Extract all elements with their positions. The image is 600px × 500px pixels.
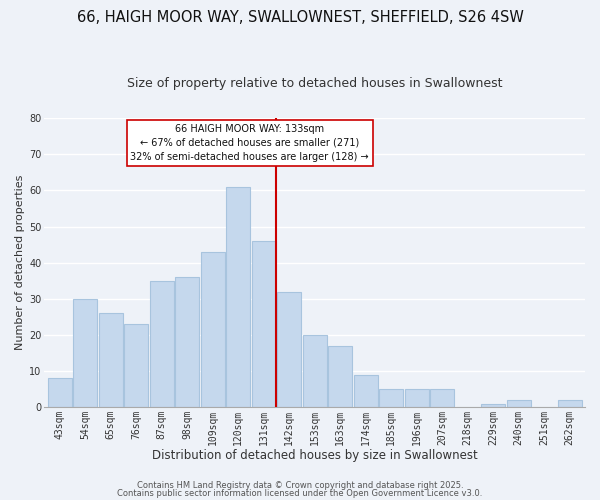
- Text: Contains HM Land Registry data © Crown copyright and database right 2025.: Contains HM Land Registry data © Crown c…: [137, 481, 463, 490]
- Bar: [506, 400, 531, 407]
- X-axis label: Distribution of detached houses by size in Swallownest: Distribution of detached houses by size …: [152, 450, 478, 462]
- Y-axis label: Number of detached properties: Number of detached properties: [15, 175, 25, 350]
- Text: 66, HAIGH MOOR WAY, SWALLOWNEST, SHEFFIELD, S26 4SW: 66, HAIGH MOOR WAY, SWALLOWNEST, SHEFFIE…: [77, 10, 523, 25]
- Bar: [47, 378, 72, 408]
- Bar: [353, 375, 378, 408]
- Bar: [124, 324, 148, 407]
- Bar: [557, 400, 582, 407]
- Bar: [251, 241, 276, 408]
- Bar: [226, 187, 250, 408]
- Bar: [379, 389, 403, 407]
- Bar: [430, 389, 454, 407]
- Bar: [302, 335, 327, 407]
- Bar: [200, 252, 225, 408]
- Title: Size of property relative to detached houses in Swallownest: Size of property relative to detached ho…: [127, 78, 502, 90]
- Text: Contains public sector information licensed under the Open Government Licence v3: Contains public sector information licen…: [118, 488, 482, 498]
- Text: 66 HAIGH MOOR WAY: 133sqm
← 67% of detached houses are smaller (271)
32% of semi: 66 HAIGH MOOR WAY: 133sqm ← 67% of detac…: [130, 124, 369, 162]
- Bar: [328, 346, 352, 408]
- Bar: [481, 404, 505, 407]
- Bar: [404, 389, 429, 407]
- Bar: [73, 299, 97, 408]
- Bar: [277, 292, 301, 408]
- Bar: [175, 277, 199, 407]
- Bar: [98, 314, 123, 408]
- Bar: [149, 281, 174, 407]
